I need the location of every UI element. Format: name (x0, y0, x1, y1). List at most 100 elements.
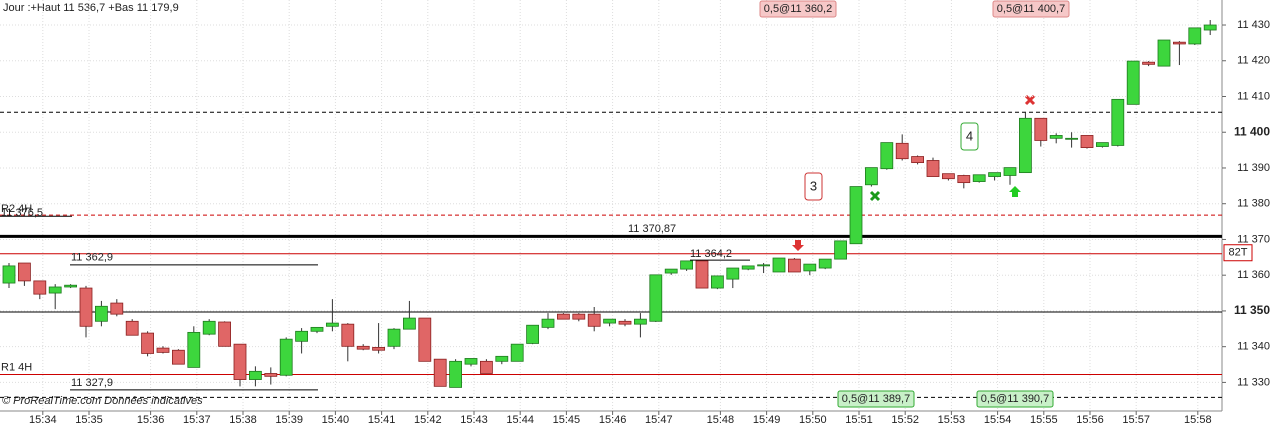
candle-body (1188, 27, 1202, 45)
candle-body (372, 346, 386, 351)
x-tick-label: 15:44 (506, 414, 534, 426)
candle-body (834, 240, 847, 260)
candle-body (1034, 117, 1048, 141)
x-tick-label: 15:37 (183, 414, 211, 426)
candle-body (125, 320, 139, 336)
level-label: 11 327,9 (71, 377, 113, 389)
footer: © ProRealTime.com Données indicatives (2, 395, 203, 407)
level-label: 11 370,87 (628, 223, 676, 235)
candle-body (295, 330, 309, 342)
candle-body (2, 265, 16, 284)
level-tag (1223, 244, 1253, 262)
candle-body (1080, 135, 1094, 149)
candle-body (772, 257, 786, 273)
y-tick-label: 11 390 (1237, 162, 1270, 174)
candle-body (33, 280, 47, 295)
candle-body (649, 274, 663, 322)
candle-body (988, 172, 1001, 177)
candle-body (171, 349, 185, 365)
x-tick-label: 15:35 (75, 414, 103, 426)
y-tick-label: 11 350 (1234, 303, 1270, 317)
candle-body (356, 345, 370, 350)
candle-body (479, 360, 493, 374)
candle-body (634, 318, 647, 325)
x-tick-label: 15:43 (460, 414, 488, 426)
candle-body (849, 186, 863, 245)
order-label: 0,5@11 360,2 (764, 3, 832, 15)
level-label: 11 376,5 (1, 207, 43, 219)
candle-body (95, 305, 108, 322)
y-tick-label: 11 360 (1237, 269, 1270, 281)
candle-body (895, 142, 909, 160)
chart-title: Jour :+Haut 11 536,7 +Bas 11 179,9 (3, 2, 179, 14)
candle-body (1049, 135, 1063, 139)
candle-body (880, 142, 894, 170)
x-tick-label: 15:54 (984, 414, 1012, 426)
candle-body (1157, 39, 1171, 67)
candle-body (664, 268, 678, 274)
x-tick-label: 15:53 (938, 414, 966, 426)
x-tick-label: 15:50 (799, 414, 827, 426)
candle-body (1003, 167, 1017, 176)
counter-box (804, 172, 823, 201)
x-tick-label: 15:34 (29, 414, 57, 426)
candle-body (279, 338, 293, 376)
candle-body (926, 160, 940, 177)
x-tick-label: 15:47 (645, 414, 673, 426)
candle-body (1019, 117, 1032, 174)
buy-arrow (1009, 186, 1021, 197)
x-tick-label: 15:51 (845, 414, 873, 426)
candle-body (603, 318, 616, 324)
x-tick-label: 15:41 (368, 414, 396, 426)
candle-body (156, 347, 170, 353)
candle-body (187, 331, 201, 368)
candle-body (757, 264, 770, 267)
candle-body (818, 258, 832, 269)
x-tick-label: 15:55 (1030, 414, 1058, 426)
y-tick-label: 11 340 (1237, 341, 1270, 353)
x-tick-label: 15:46 (599, 414, 627, 426)
y-tick-label: 11 330 (1237, 376, 1270, 388)
candle-body (433, 358, 447, 387)
sell-arrow (792, 240, 804, 251)
candle-body (402, 317, 416, 330)
order-tag (992, 0, 1070, 18)
candle-body (572, 313, 586, 320)
x-tick-label: 15:36 (137, 414, 165, 426)
exit-mark (1024, 94, 1036, 106)
candle-body (541, 318, 555, 328)
level-label: 82T (1229, 247, 1248, 259)
candle-body (325, 322, 339, 327)
order-label: 0,5@11 390,7 (981, 393, 1049, 405)
candle-body (218, 321, 232, 347)
candle-body (387, 328, 401, 347)
y-tick-label: 11 430 (1237, 19, 1270, 31)
x-tick-label: 15:38 (229, 414, 257, 426)
x-tick-label: 15:45 (553, 414, 581, 426)
x-tick-label: 15:48 (707, 414, 735, 426)
x-tick-label: 15:42 (414, 414, 442, 426)
y-tick-label: 11 400 (1234, 124, 1270, 138)
counter-label: 4 (966, 128, 973, 143)
candle-body (526, 324, 539, 344)
candle-body (957, 175, 971, 184)
x-tick-label: 15:58 (1184, 414, 1212, 426)
x-tick-label: 15:49 (753, 414, 781, 426)
candle-body (788, 258, 801, 273)
candle-body (464, 358, 478, 365)
candle-body (726, 267, 740, 280)
candle-body (141, 332, 155, 354)
y-tick-label: 11 380 (1237, 198, 1270, 210)
candle-body (741, 265, 755, 270)
candle-body (310, 326, 324, 332)
y-tick-label: 11 370 (1237, 233, 1270, 245)
candle-body (618, 320, 632, 325)
x-tick-label: 15:40 (322, 414, 350, 426)
candle-body (803, 263, 817, 272)
order-label: 0,5@11 400,7 (997, 3, 1065, 15)
candle-body (79, 287, 93, 327)
candle-body (1096, 142, 1109, 147)
x-tick-label: 15:57 (1122, 414, 1150, 426)
